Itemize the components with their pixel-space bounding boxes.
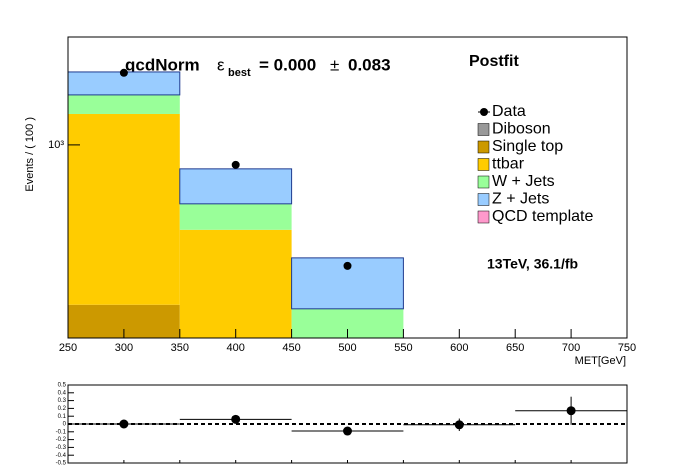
data-point (231, 160, 240, 169)
stack-bar (179, 168, 293, 205)
x-tick-label: 500 (338, 342, 356, 354)
x-tick-label: 700 (562, 342, 580, 354)
ratio-y-tick-label: -0.5 (56, 461, 67, 467)
ratio-point (119, 419, 129, 429)
title-pm: ± (330, 55, 339, 74)
legend-label: Diboson (492, 121, 551, 138)
ratio-y-tick-label: -0.2 (56, 437, 67, 443)
legend-swatch (477, 123, 490, 136)
legend-swatch (477, 175, 490, 189)
title-symbol: ε (217, 55, 225, 74)
x-tick-label: 750 (618, 342, 636, 354)
stack-bar (179, 229, 292, 338)
title-err: 0.083 (348, 55, 391, 74)
title-name: qcdNorm (125, 55, 200, 74)
ratio-point (343, 426, 352, 436)
ratio-point (566, 406, 576, 416)
stack-bar (68, 94, 180, 114)
data-point (119, 68, 128, 77)
ratio-y-tick-label: 0.4 (58, 390, 67, 396)
x-tick-label: 250 (59, 342, 77, 354)
x-tick-label: 400 (227, 342, 245, 354)
legend-label: Z + Jets (492, 191, 549, 208)
title-value: = 0.000 (259, 55, 316, 74)
x-axis-label: MET[GeV] (575, 355, 626, 367)
legend-swatch (477, 193, 490, 206)
legend-swatch (477, 140, 490, 154)
ratio-y-tick-label: -0.3 (56, 445, 67, 451)
postfit-label: Postfit (469, 53, 519, 70)
ratio-y-tick-label: 0.2 (58, 406, 67, 412)
x-tick-label: 600 (450, 342, 468, 354)
legend-label: Single top (492, 138, 563, 155)
legend-swatch (477, 210, 490, 224)
data-point (343, 261, 352, 270)
y-axis-label: Events / ( 100 ) (24, 117, 36, 192)
legend-label: W + Jets (492, 173, 555, 190)
ratio-point (231, 414, 241, 424)
ratio-y-tick-label: 0.1 (58, 414, 67, 420)
ratio-y-tick-label: 0 (63, 422, 67, 428)
x-tick-label: 650 (506, 342, 524, 354)
stack-bar (179, 203, 292, 230)
x-tick-label: 550 (394, 342, 412, 354)
legend-label: QCD template (492, 208, 593, 225)
ratio-y-tick-label: 0.3 (58, 398, 67, 404)
ratio-y-tick-label: -0.1 (56, 429, 67, 435)
y-tick-label: 10³ (48, 139, 64, 151)
ratio-point (454, 420, 464, 430)
title-sub: best (228, 67, 251, 79)
legend-label: ttbar (492, 156, 525, 173)
x-tick-label: 300 (115, 342, 133, 354)
stack-bar (68, 113, 180, 305)
legend-swatch (477, 158, 490, 171)
legend-label: Data (492, 103, 526, 120)
x-tick-label: 350 (171, 342, 189, 354)
ratio-y-tick-label: -0.4 (56, 453, 67, 459)
x-tick-label: 450 (282, 342, 300, 354)
ratio-y-tick-label: 0.5 (58, 383, 67, 389)
lumi-label: 13TeV, 36.1/fb (487, 256, 578, 272)
